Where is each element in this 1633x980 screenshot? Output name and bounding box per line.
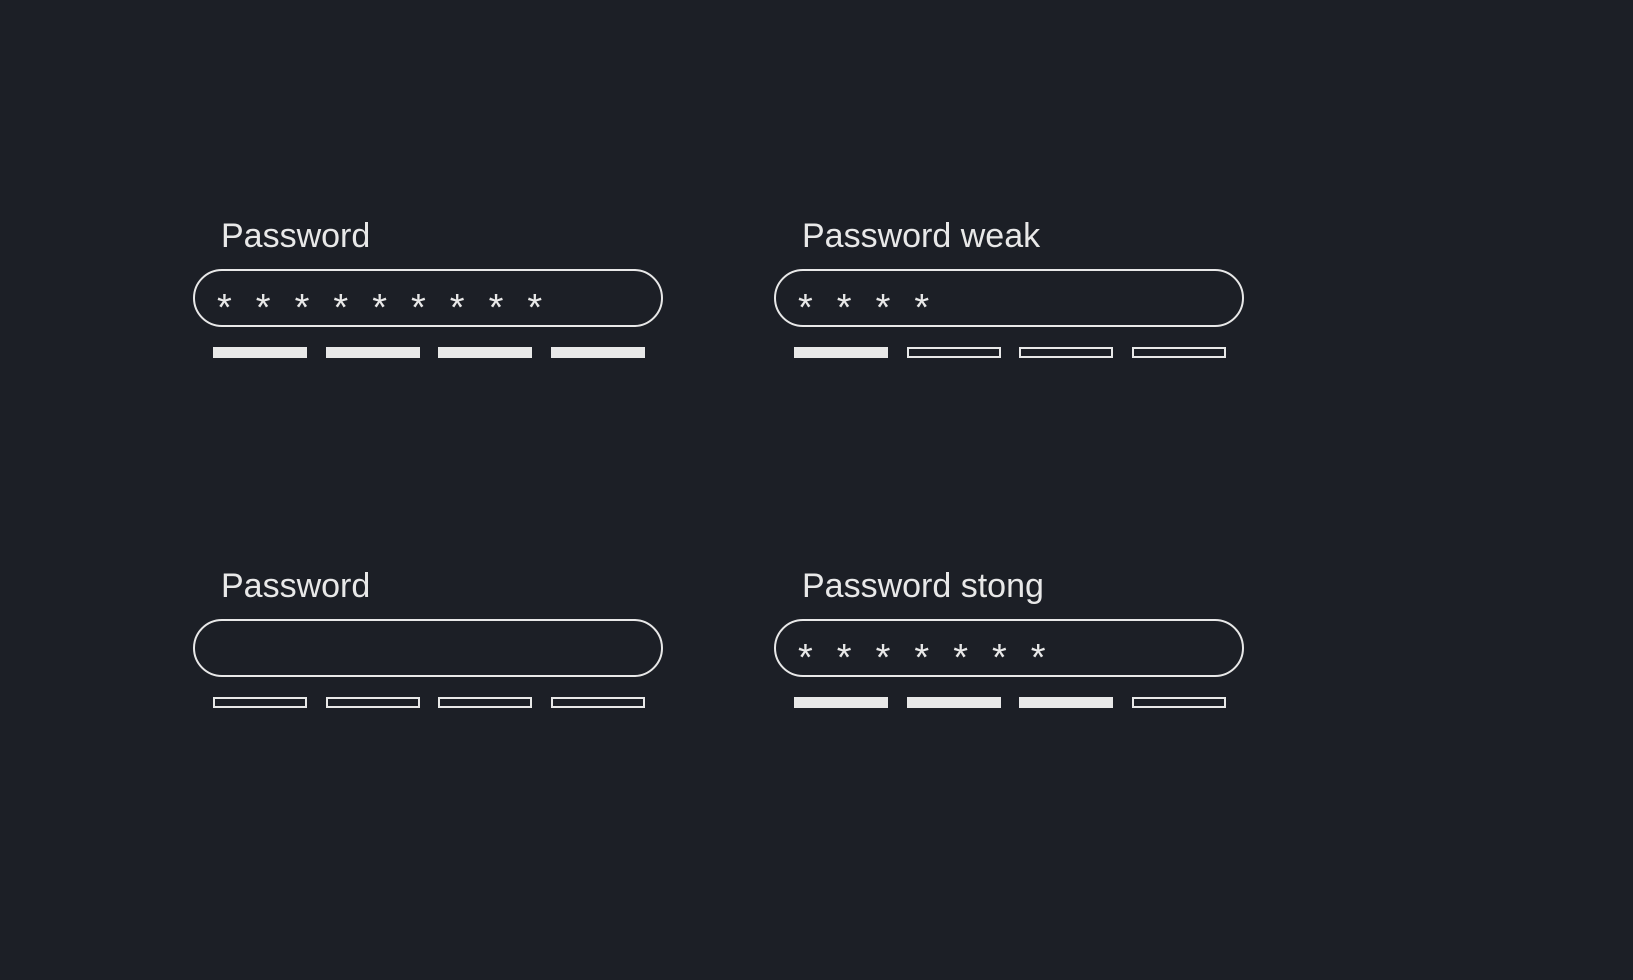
password-input[interactable]: * * * *: [774, 269, 1244, 327]
mask-char: *: [953, 639, 968, 677]
password-strength-mockup: Password * * * * * * * * * Password weak…: [0, 0, 1633, 980]
mask-char: *: [876, 289, 891, 327]
mask-char: *: [489, 289, 504, 327]
strength-segment: [438, 347, 532, 358]
mask-char: *: [837, 289, 852, 327]
mask-char: *: [256, 289, 271, 327]
strength-segment: [1019, 347, 1113, 358]
mask-char: *: [798, 639, 813, 677]
strength-indicator: [794, 347, 1226, 358]
strength-indicator: [794, 697, 1226, 708]
mask-char: *: [411, 289, 426, 327]
mask-char: *: [527, 289, 542, 327]
password-label: Password weak: [802, 218, 1244, 255]
mask-char: *: [914, 639, 929, 677]
strength-segment: [213, 697, 307, 708]
strength-segment: [1132, 347, 1226, 358]
strength-segment: [551, 347, 645, 358]
password-field-weak: Password weak * * * *: [774, 218, 1244, 358]
password-field-strong: Password stong * * * * * * *: [774, 568, 1244, 708]
mask-char: *: [837, 639, 852, 677]
password-label: Password: [221, 568, 663, 605]
password-field-full: Password * * * * * * * * *: [193, 218, 663, 358]
mask-char: *: [217, 289, 232, 327]
strength-segment: [438, 697, 532, 708]
mask-char: *: [295, 289, 310, 327]
mask-char: *: [372, 289, 387, 327]
password-label: Password stong: [802, 568, 1244, 605]
password-input[interactable]: [193, 619, 663, 677]
strength-segment: [907, 347, 1001, 358]
mask-char: *: [798, 289, 813, 327]
mask-char: *: [450, 289, 465, 327]
strength-indicator: [213, 347, 645, 358]
mask-char: *: [914, 289, 929, 327]
password-field-empty: Password: [193, 568, 663, 708]
mask-char: *: [876, 639, 891, 677]
strength-segment: [1132, 697, 1226, 708]
strength-segment: [1019, 697, 1113, 708]
strength-segment: [794, 697, 888, 708]
mask-char: *: [333, 289, 348, 327]
password-input[interactable]: * * * * * * *: [774, 619, 1244, 677]
mask-char: *: [992, 639, 1007, 677]
strength-indicator: [213, 697, 645, 708]
strength-segment: [794, 347, 888, 358]
password-input[interactable]: * * * * * * * * *: [193, 269, 663, 327]
strength-segment: [326, 347, 420, 358]
password-label: Password: [221, 218, 663, 255]
strength-segment: [907, 697, 1001, 708]
mask-char: *: [1031, 639, 1046, 677]
strength-segment: [551, 697, 645, 708]
strength-segment: [326, 697, 420, 708]
strength-segment: [213, 347, 307, 358]
